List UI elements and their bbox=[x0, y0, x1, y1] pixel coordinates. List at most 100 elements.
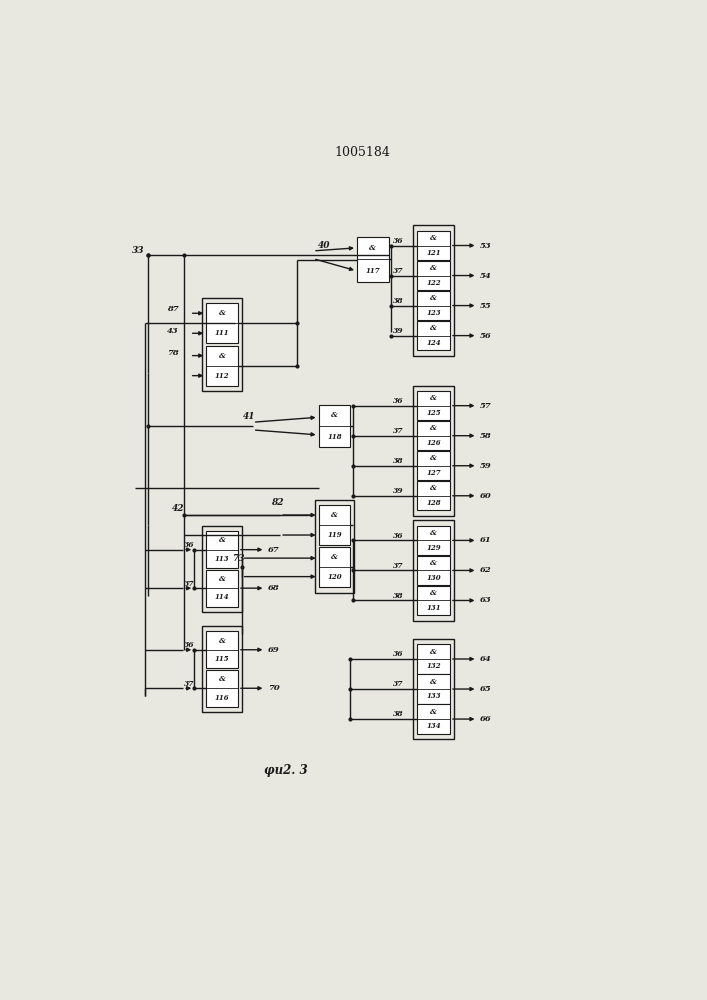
Text: 58: 58 bbox=[480, 432, 492, 440]
Text: &: & bbox=[430, 648, 437, 656]
Text: &: & bbox=[331, 411, 338, 419]
Text: 37: 37 bbox=[393, 680, 404, 688]
Text: 63: 63 bbox=[480, 596, 492, 604]
Text: 36: 36 bbox=[393, 397, 404, 405]
Text: 56: 56 bbox=[480, 332, 492, 340]
Text: 120: 120 bbox=[327, 573, 341, 581]
Bar bbox=[357, 237, 389, 282]
Bar bbox=[414, 386, 454, 516]
Text: 125: 125 bbox=[426, 409, 441, 417]
Text: 36: 36 bbox=[184, 641, 194, 649]
Text: 78: 78 bbox=[167, 349, 179, 357]
Bar bbox=[417, 391, 450, 420]
Text: 113: 113 bbox=[215, 555, 229, 563]
Text: 69: 69 bbox=[268, 646, 280, 654]
Text: &: & bbox=[430, 529, 437, 537]
Bar bbox=[206, 670, 238, 707]
Text: 131: 131 bbox=[426, 604, 441, 612]
Text: 38: 38 bbox=[393, 710, 404, 718]
Text: 87: 87 bbox=[167, 305, 179, 313]
Text: &: & bbox=[430, 484, 437, 492]
Text: &: & bbox=[430, 234, 437, 242]
Bar bbox=[417, 586, 450, 615]
Text: &: & bbox=[430, 454, 437, 462]
Bar bbox=[202, 526, 242, 612]
Text: &: & bbox=[331, 553, 338, 561]
Text: 67: 67 bbox=[268, 546, 280, 554]
Text: 38: 38 bbox=[393, 457, 404, 465]
Text: 41: 41 bbox=[243, 412, 255, 421]
Text: 122: 122 bbox=[426, 279, 441, 287]
Text: 112: 112 bbox=[215, 372, 229, 380]
Bar bbox=[206, 303, 238, 343]
Text: &: & bbox=[430, 424, 437, 432]
Text: 62: 62 bbox=[480, 566, 492, 574]
Text: 129: 129 bbox=[426, 544, 441, 552]
Text: 59: 59 bbox=[480, 462, 492, 470]
Text: 36: 36 bbox=[393, 532, 404, 540]
Text: 57: 57 bbox=[480, 402, 492, 410]
Text: &: & bbox=[430, 264, 437, 272]
Text: &: & bbox=[430, 559, 437, 567]
Text: 73: 73 bbox=[232, 554, 245, 563]
Text: 36: 36 bbox=[393, 650, 404, 658]
Text: &: & bbox=[218, 575, 226, 583]
Text: 37: 37 bbox=[393, 562, 404, 570]
Text: 64: 64 bbox=[480, 655, 492, 663]
Bar bbox=[417, 291, 450, 320]
Text: 60: 60 bbox=[480, 492, 492, 500]
Text: 111: 111 bbox=[215, 329, 229, 337]
Bar bbox=[319, 405, 350, 447]
Text: 43: 43 bbox=[167, 327, 179, 335]
Text: 37: 37 bbox=[184, 680, 194, 688]
Text: &: & bbox=[331, 511, 338, 519]
Text: 66: 66 bbox=[480, 715, 492, 723]
Text: 133: 133 bbox=[426, 692, 441, 700]
Text: 127: 127 bbox=[426, 469, 441, 477]
Text: &: & bbox=[218, 309, 226, 317]
Text: 37: 37 bbox=[184, 580, 194, 588]
Text: &: & bbox=[218, 675, 226, 683]
Text: 39: 39 bbox=[393, 327, 404, 335]
Text: 54: 54 bbox=[480, 272, 492, 280]
Text: &: & bbox=[430, 589, 437, 597]
Text: 119: 119 bbox=[327, 531, 341, 539]
Text: &: & bbox=[218, 637, 226, 645]
Text: 121: 121 bbox=[426, 249, 441, 257]
Bar bbox=[206, 570, 238, 607]
Text: &: & bbox=[369, 244, 376, 252]
Bar bbox=[417, 674, 450, 704]
Text: 36: 36 bbox=[393, 237, 404, 245]
Text: 61: 61 bbox=[480, 536, 492, 544]
Text: &: & bbox=[218, 352, 226, 360]
Bar bbox=[417, 421, 450, 450]
Bar bbox=[417, 526, 450, 555]
Text: &: & bbox=[430, 324, 437, 332]
Bar bbox=[417, 321, 450, 350]
Text: 42: 42 bbox=[172, 504, 185, 513]
Text: 33: 33 bbox=[132, 246, 145, 255]
Bar bbox=[206, 346, 238, 386]
Text: 68: 68 bbox=[268, 584, 280, 592]
Bar bbox=[417, 556, 450, 585]
Text: &: & bbox=[218, 536, 226, 544]
Text: 39: 39 bbox=[393, 487, 404, 495]
Bar bbox=[315, 500, 354, 593]
Bar bbox=[319, 505, 350, 545]
Text: 37: 37 bbox=[393, 267, 404, 275]
Text: 134: 134 bbox=[426, 722, 441, 730]
Text: 53: 53 bbox=[480, 242, 492, 250]
Text: 114: 114 bbox=[215, 593, 229, 601]
Bar bbox=[417, 451, 450, 480]
Text: 128: 128 bbox=[426, 499, 441, 507]
Bar bbox=[417, 704, 450, 734]
Bar bbox=[319, 547, 350, 587]
Bar bbox=[206, 531, 238, 568]
Text: 55: 55 bbox=[480, 302, 492, 310]
Text: 117: 117 bbox=[366, 267, 380, 275]
Text: 132: 132 bbox=[426, 662, 441, 670]
Text: 123: 123 bbox=[426, 309, 441, 317]
Bar bbox=[414, 520, 454, 620]
Text: 126: 126 bbox=[426, 439, 441, 447]
Text: 38: 38 bbox=[393, 297, 404, 305]
